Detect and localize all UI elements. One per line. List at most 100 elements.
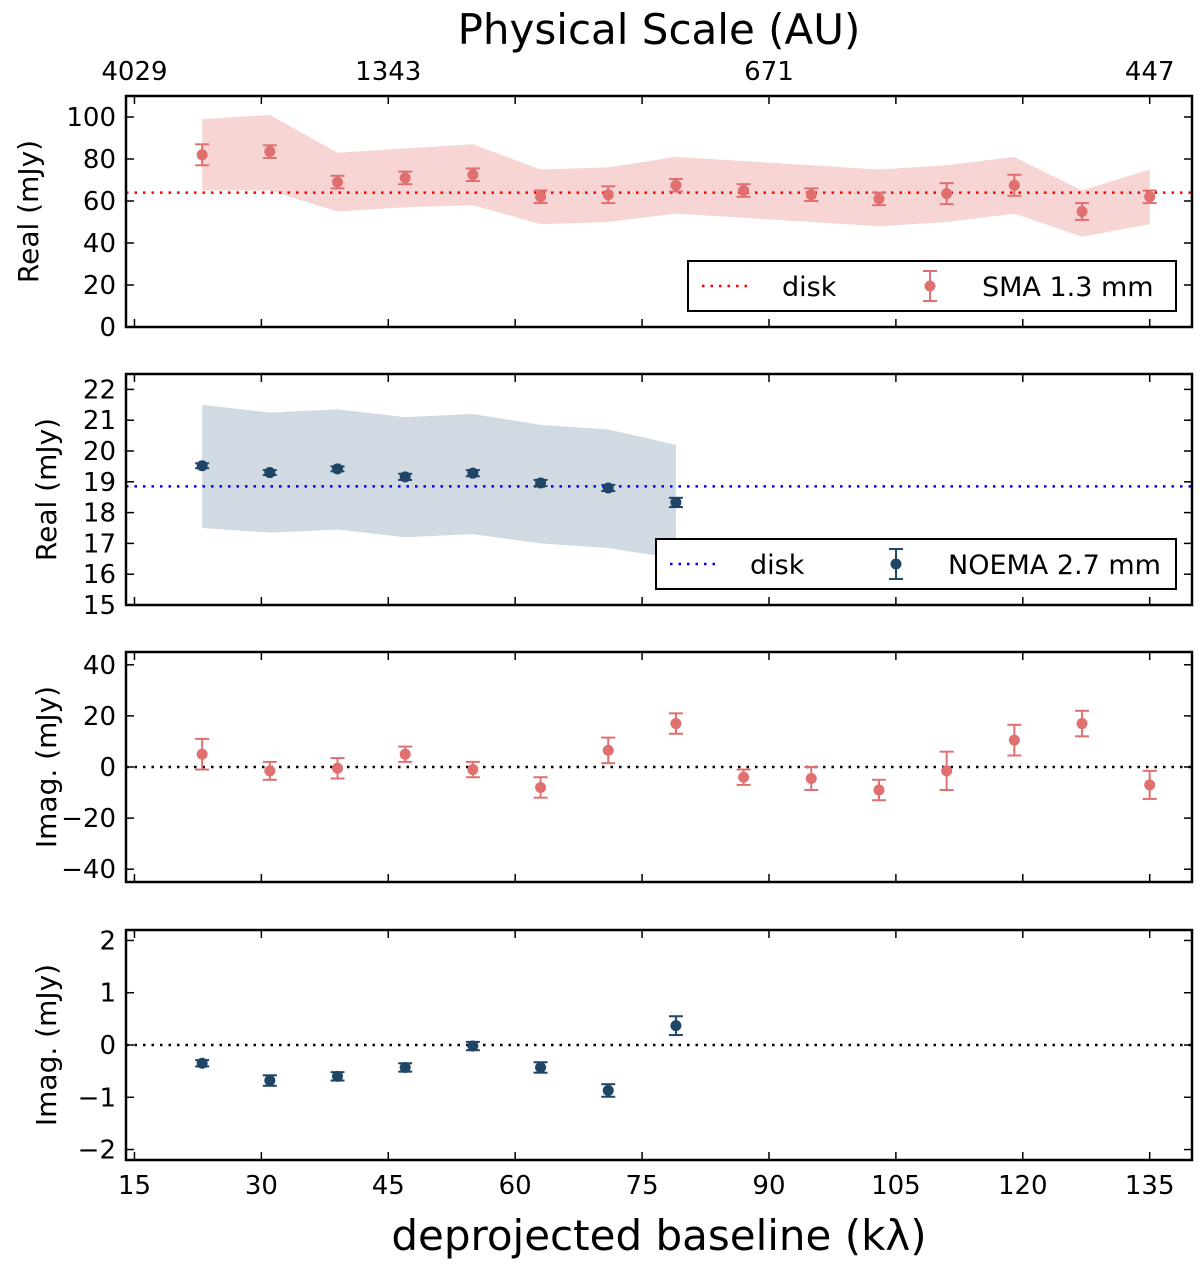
y-tick-label: 20 <box>83 437 116 467</box>
x-tick-label: 75 <box>626 1171 659 1201</box>
data-point <box>262 760 277 781</box>
data-marker <box>873 193 885 205</box>
y-tick-label: 80 <box>83 145 116 175</box>
y-tick-label: 40 <box>83 229 116 259</box>
y-tick-label: 100 <box>66 103 116 133</box>
data-marker <box>1008 179 1020 191</box>
data-marker <box>535 191 547 203</box>
data-point <box>330 174 345 190</box>
top-tick-label: 671 <box>744 57 794 87</box>
x-tick-label: 60 <box>499 1171 532 1201</box>
data-marker <box>805 189 817 201</box>
data-marker <box>602 482 614 494</box>
data-point <box>939 182 954 206</box>
data-point <box>1075 709 1090 738</box>
data-point <box>601 736 616 765</box>
x-axis-title: deprojected baseline (kλ) <box>391 1211 926 1260</box>
data-point <box>1007 723 1022 757</box>
data-point <box>1075 202 1090 221</box>
data-marker <box>332 1070 344 1082</box>
x-tick-label: 30 <box>245 1171 278 1201</box>
top-tick-label: 447 <box>1125 57 1175 87</box>
legend-marker-dot <box>890 558 902 570</box>
legend-disk-label: disk <box>750 550 805 581</box>
top-axis-ticks: 4029 1343 671 447 <box>101 57 1174 87</box>
data-point <box>601 185 616 205</box>
data-marker <box>535 781 547 793</box>
legend-series-label: NOEMA 2.7 mm <box>948 550 1161 581</box>
data-marker <box>1076 718 1088 730</box>
x-tick-label: 90 <box>752 1171 785 1201</box>
data-point <box>1142 769 1157 800</box>
y-tick-label: 21 <box>83 406 116 436</box>
y-tick-label: 18 <box>83 499 116 529</box>
data-point <box>871 191 886 207</box>
data-point <box>465 467 480 479</box>
data-marker <box>805 773 817 784</box>
panel-noema-imag: −2 −1 0 1 2 Imag. (mJy) <box>30 926 1194 1166</box>
y-tick-label: 0 <box>99 753 116 783</box>
panel-sma-real: 0 20 40 60 80 100 Real (mJy) disk SMA 1.3 mm <box>12 94 1194 343</box>
data-point <box>330 1070 345 1082</box>
data-marker <box>535 1061 547 1073</box>
y-axis-label: Imag. (mJy) <box>30 686 63 848</box>
data-marker <box>467 169 479 181</box>
y-tick-label: 0 <box>99 1031 116 1061</box>
legend-disk-label: disk <box>782 272 837 303</box>
top-axis-title: Physical Scale (AU) <box>458 5 861 54</box>
plot-frame <box>124 650 1194 884</box>
data-marker <box>467 1040 479 1052</box>
data-marker <box>264 1075 276 1087</box>
data-marker <box>332 176 344 188</box>
data-point <box>195 1057 210 1069</box>
data-marker <box>941 188 953 200</box>
data-point <box>195 143 210 167</box>
data-point <box>398 1061 413 1073</box>
data-marker <box>738 771 750 783</box>
data-marker <box>670 718 682 730</box>
data-marker <box>264 467 276 479</box>
data-marker <box>1144 779 1156 791</box>
y-tick-label: 22 <box>83 375 116 405</box>
data-point <box>601 1083 616 1098</box>
uncertainty-band <box>202 404 676 559</box>
data-marker <box>399 471 411 483</box>
plot-frame <box>124 94 1194 329</box>
top-tick-label: 1343 <box>355 57 421 87</box>
data-point <box>262 467 277 479</box>
x-tick-label: 105 <box>871 1171 921 1201</box>
data-point <box>668 177 683 193</box>
data-marker <box>264 146 276 158</box>
y-tick-label: 20 <box>83 271 116 301</box>
data-marker <box>535 477 547 489</box>
y-axis-label: Imag. (mJy) <box>30 964 63 1126</box>
plot-frame <box>124 372 1194 607</box>
y-tick-label: 19 <box>83 468 116 498</box>
data-point <box>398 471 413 483</box>
y-tick-label: −2 <box>78 1136 116 1166</box>
data-point <box>262 1074 277 1087</box>
data-marker <box>332 762 344 774</box>
data-point <box>195 460 210 472</box>
y-tick-label: 20 <box>83 702 116 732</box>
data-marker <box>399 1061 411 1073</box>
data-point <box>533 1061 548 1074</box>
y-axis-label: Real (mJy) <box>12 140 45 283</box>
data-marker <box>738 185 750 196</box>
x-tick-label: 120 <box>998 1171 1048 1201</box>
top-tick-label: 4029 <box>101 57 167 87</box>
y-tick-label: 1 <box>99 979 116 1009</box>
legend-box <box>655 538 1177 590</box>
data-marker <box>467 467 479 479</box>
uncertainty-band <box>202 114 1150 237</box>
data-marker <box>399 748 411 760</box>
data-point <box>668 496 683 509</box>
data-point <box>1142 189 1157 205</box>
x-tick-label: 135 <box>1125 1171 1175 1201</box>
data-point <box>871 778 886 802</box>
data-marker <box>196 1057 208 1069</box>
y-tick-label: −40 <box>61 855 116 885</box>
